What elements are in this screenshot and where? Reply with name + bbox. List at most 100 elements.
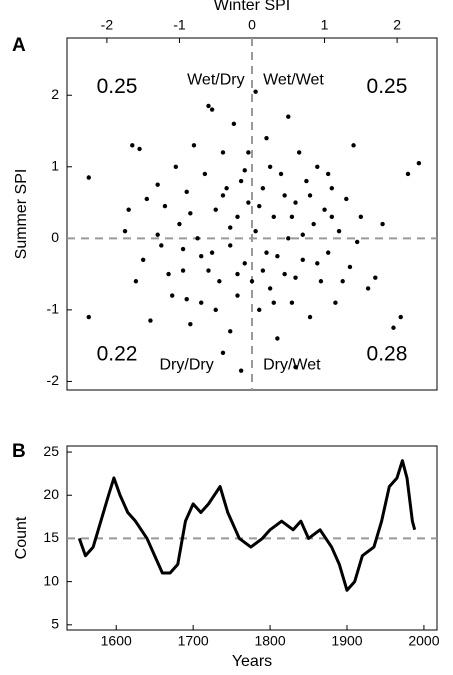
x-tick-label: 0 <box>248 17 256 33</box>
scatter-point <box>322 207 327 212</box>
scatter-point <box>286 236 291 241</box>
scatter-point <box>195 236 200 241</box>
scatter-point <box>242 168 247 173</box>
y-tick-label: 5 <box>51 616 59 632</box>
annotation: 0.25 <box>97 75 138 98</box>
scatter-point <box>213 207 218 212</box>
x-tick-label: -2 <box>101 17 114 33</box>
scatter-point <box>235 293 240 298</box>
x-tick-label: 2 <box>393 17 401 33</box>
annotation: 0.28 <box>367 342 408 365</box>
scatter-point <box>231 121 237 127</box>
annotation: Dry/Wet <box>263 357 321 374</box>
scatter-point <box>307 193 313 198</box>
scatter-point <box>278 171 284 177</box>
scatter-point <box>257 307 262 313</box>
x-tick-label: 2000 <box>408 633 439 649</box>
scatter-point <box>282 193 287 198</box>
scatter-point <box>300 232 305 237</box>
scatter-point <box>155 182 160 187</box>
x-tick-label: 1800 <box>254 633 285 649</box>
scatter-point <box>286 114 291 119</box>
scatter-point <box>235 271 240 277</box>
scatter-point <box>304 178 309 184</box>
scatter-point <box>228 243 233 248</box>
scatter-point <box>358 214 364 220</box>
scatter-point <box>180 268 186 273</box>
scatter-point <box>180 246 186 252</box>
y-tick-label: 25 <box>43 443 59 459</box>
panel-label: A <box>12 35 26 56</box>
x-tick-label: 1600 <box>101 633 132 649</box>
x-tick-label: 1700 <box>178 633 209 649</box>
annotation: Wet/Dry <box>187 71 244 88</box>
scatter-point <box>253 228 258 234</box>
y-tick-label: 2 <box>51 86 59 102</box>
scatter-point <box>333 300 338 305</box>
scatter-point <box>159 243 164 248</box>
scatter-point <box>133 279 139 284</box>
scatter-point <box>391 325 396 330</box>
scatter-point <box>140 257 146 262</box>
x-tick-label: 1 <box>321 17 329 33</box>
scatter-point <box>253 89 258 94</box>
y-tick-label: 1 <box>51 157 59 173</box>
x-tick-label: -1 <box>173 17 186 33</box>
scatter-point <box>275 254 280 259</box>
scatter-point <box>307 314 313 320</box>
scatter-point <box>249 279 255 284</box>
scatter-point <box>300 257 305 262</box>
panel-label: B <box>12 441 26 462</box>
scatter-point <box>325 171 331 177</box>
scatter-point <box>336 228 342 234</box>
scatter-point <box>257 203 262 209</box>
scatter-point <box>267 286 273 291</box>
scatter-point <box>325 250 331 255</box>
scatter-point <box>188 211 193 216</box>
scatter-point <box>311 221 316 227</box>
y-tick-label: 0 <box>51 229 59 245</box>
scatter-point <box>86 314 91 320</box>
scatter-point <box>289 300 295 305</box>
scatter-point <box>354 239 360 245</box>
x-axis-title: Years <box>232 653 272 670</box>
scatter-point <box>130 143 135 148</box>
scatter-point <box>242 261 247 266</box>
scatter-point <box>206 103 211 109</box>
scatter-point <box>293 364 298 370</box>
scatter-point <box>86 175 91 180</box>
scatter-point <box>373 275 378 280</box>
annotation: 0.25 <box>367 75 408 98</box>
scatter-point <box>264 135 269 141</box>
scatter-point <box>293 200 298 205</box>
scatter-point <box>315 164 320 169</box>
scatter-point <box>264 250 269 255</box>
scatter-point <box>380 221 385 227</box>
y-axis-title: Count <box>13 516 30 559</box>
scatter-point <box>271 214 276 220</box>
scatter-point <box>289 214 295 220</box>
scatter-point <box>398 314 403 320</box>
scatter-point <box>260 186 266 191</box>
scatter-point <box>199 254 204 259</box>
scatter-point <box>340 279 345 284</box>
scatter-point <box>329 186 335 191</box>
scatter-point <box>148 318 153 323</box>
x-axis-title: Winter SPI <box>214 0 290 14</box>
scatter-point <box>246 150 251 155</box>
scatter-point <box>329 214 335 220</box>
scatter-point <box>184 296 189 302</box>
scatter-point <box>144 196 150 202</box>
scatter-point <box>282 271 287 277</box>
scatter-point <box>416 161 422 166</box>
scatter-point <box>162 203 168 209</box>
y-tick-label: 20 <box>43 486 59 502</box>
y-tick-label: -2 <box>47 372 60 388</box>
x-tick-label: 1900 <box>331 633 362 649</box>
scatter-point <box>206 268 211 273</box>
scatter-point <box>169 293 175 298</box>
scatter-point <box>220 193 226 198</box>
scatter-point <box>224 186 229 191</box>
scatter-point <box>199 300 204 305</box>
